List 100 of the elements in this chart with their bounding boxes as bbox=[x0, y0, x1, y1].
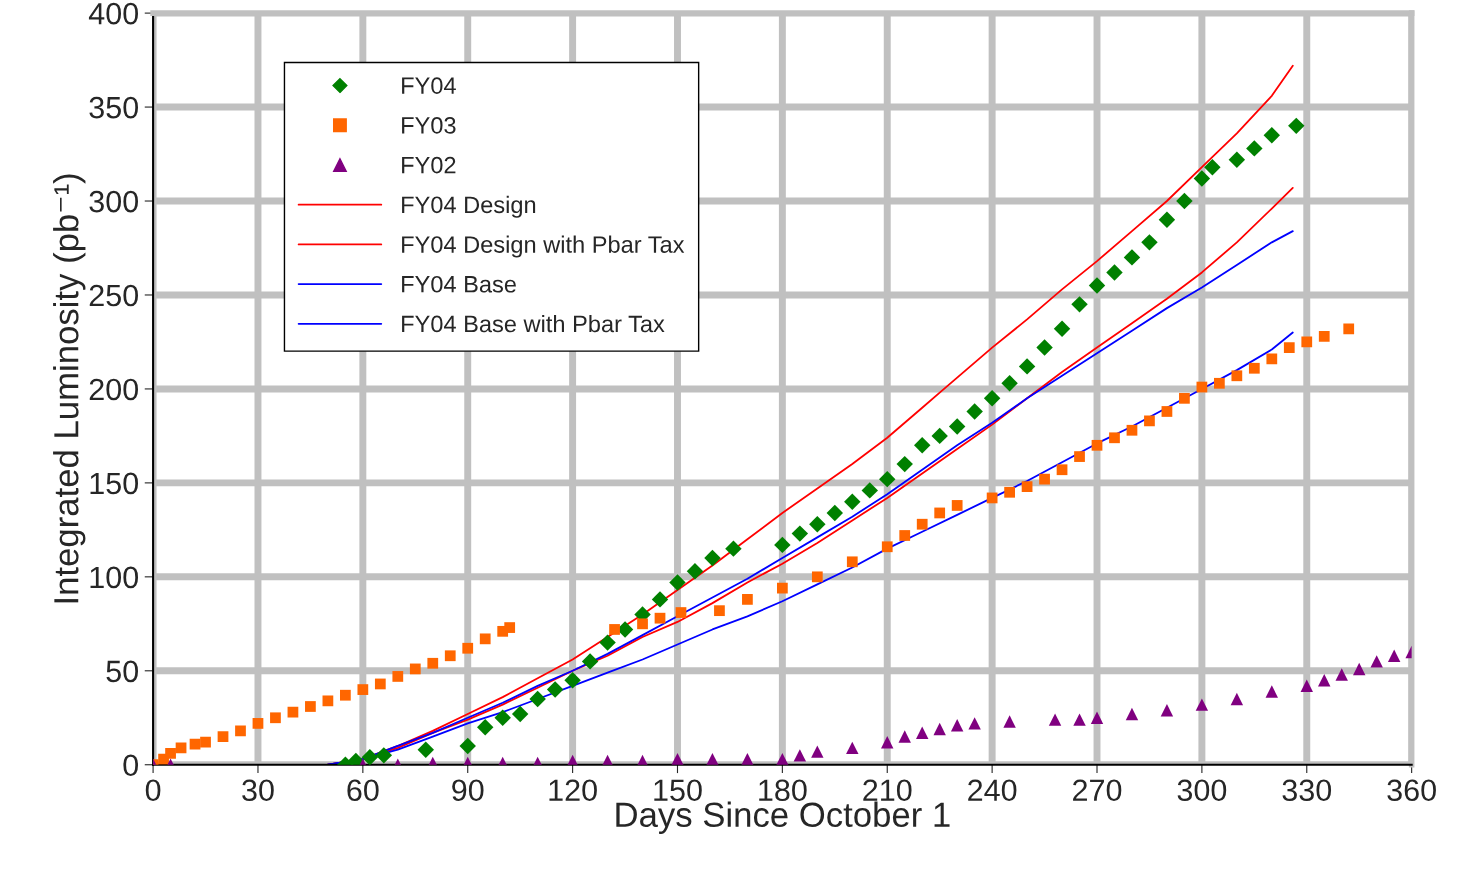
point bbox=[1370, 655, 1383, 668]
x-tick-label: 90 bbox=[452, 779, 484, 802]
point bbox=[654, 612, 666, 624]
point bbox=[217, 731, 229, 742]
x-tick-label: 240 bbox=[968, 779, 1017, 802]
point bbox=[791, 525, 809, 542]
point bbox=[529, 690, 546, 708]
point bbox=[1265, 685, 1279, 698]
point bbox=[898, 730, 911, 743]
point bbox=[1144, 415, 1155, 427]
point bbox=[881, 541, 893, 553]
x-axis-title: Days Since October 1 bbox=[616, 801, 950, 834]
x-tick-label: 330 bbox=[1282, 779, 1332, 802]
point bbox=[1088, 277, 1106, 294]
point bbox=[1161, 406, 1173, 417]
point bbox=[896, 455, 913, 473]
legend-label: FY04 Design bbox=[402, 195, 536, 218]
y-tick-label: 200 bbox=[89, 378, 139, 401]
x-tick-label: 360 bbox=[1387, 779, 1436, 802]
point bbox=[916, 518, 928, 530]
point bbox=[1106, 264, 1123, 281]
point bbox=[1353, 662, 1366, 676]
point bbox=[1053, 320, 1071, 338]
point bbox=[1001, 375, 1018, 392]
point bbox=[951, 500, 963, 511]
y-tick-label: 0 bbox=[123, 754, 139, 777]
point bbox=[165, 748, 176, 759]
point bbox=[1213, 377, 1225, 389]
point bbox=[1301, 336, 1313, 348]
point bbox=[609, 624, 620, 635]
point bbox=[1230, 692, 1244, 706]
point bbox=[881, 735, 894, 749]
point bbox=[1204, 158, 1221, 176]
point bbox=[417, 741, 434, 758]
legend-label: FY04 bbox=[402, 77, 456, 95]
point bbox=[704, 549, 721, 567]
point bbox=[742, 594, 753, 605]
point bbox=[899, 530, 911, 541]
point bbox=[1193, 170, 1211, 187]
point bbox=[599, 634, 616, 651]
point bbox=[844, 493, 861, 510]
point bbox=[581, 653, 599, 670]
point bbox=[504, 622, 516, 633]
point bbox=[479, 633, 491, 645]
legend-label: FY02 bbox=[402, 156, 456, 174]
point bbox=[459, 737, 476, 755]
point bbox=[462, 642, 474, 654]
y-tick-label: 100 bbox=[90, 566, 139, 589]
point bbox=[1039, 473, 1050, 485]
point bbox=[725, 540, 742, 557]
point bbox=[375, 747, 393, 764]
point bbox=[1266, 353, 1278, 365]
point bbox=[916, 726, 929, 740]
point bbox=[986, 492, 998, 504]
point bbox=[305, 701, 316, 712]
y-tick-label: 400 bbox=[88, 2, 139, 25]
point bbox=[1160, 704, 1174, 717]
point bbox=[651, 591, 669, 608]
point bbox=[811, 745, 824, 758]
y-tick-label: 50 bbox=[106, 660, 139, 683]
x-tick-label: 0 bbox=[145, 779, 161, 802]
x-tick-label: 180 bbox=[759, 779, 807, 802]
point bbox=[427, 657, 439, 669]
point bbox=[1248, 362, 1260, 374]
point bbox=[776, 582, 788, 594]
point bbox=[564, 671, 581, 689]
x-tick-label: 30 bbox=[242, 779, 274, 802]
point bbox=[846, 741, 859, 755]
point bbox=[200, 736, 211, 748]
point bbox=[322, 695, 334, 707]
legend-label: FY03 bbox=[402, 117, 456, 134]
x-tick-label: 300 bbox=[1177, 779, 1227, 802]
point bbox=[933, 722, 946, 736]
point bbox=[287, 706, 299, 718]
point bbox=[879, 470, 896, 488]
point bbox=[1228, 151, 1246, 168]
point bbox=[1195, 698, 1209, 711]
point bbox=[948, 418, 966, 435]
point bbox=[361, 749, 379, 765]
point bbox=[1126, 424, 1138, 436]
point bbox=[1335, 668, 1348, 681]
point bbox=[1288, 117, 1305, 135]
point bbox=[1004, 486, 1015, 498]
point bbox=[1300, 679, 1313, 693]
point bbox=[931, 427, 948, 445]
point bbox=[669, 574, 686, 591]
point bbox=[1246, 140, 1263, 157]
point bbox=[826, 504, 844, 522]
y-axis-title: Integrated Luminosity (pb⁻¹) bbox=[53, 174, 86, 603]
legend-label: FY04 Base bbox=[402, 275, 516, 293]
point bbox=[339, 689, 351, 701]
y-tick-label: 250 bbox=[89, 284, 139, 307]
point bbox=[1048, 713, 1062, 726]
point bbox=[983, 390, 1001, 407]
point bbox=[1109, 432, 1120, 444]
x-tick-label: 210 bbox=[863, 779, 912, 802]
point bbox=[793, 749, 807, 762]
point bbox=[1071, 296, 1088, 313]
point bbox=[861, 482, 878, 499]
point bbox=[1021, 481, 1033, 493]
